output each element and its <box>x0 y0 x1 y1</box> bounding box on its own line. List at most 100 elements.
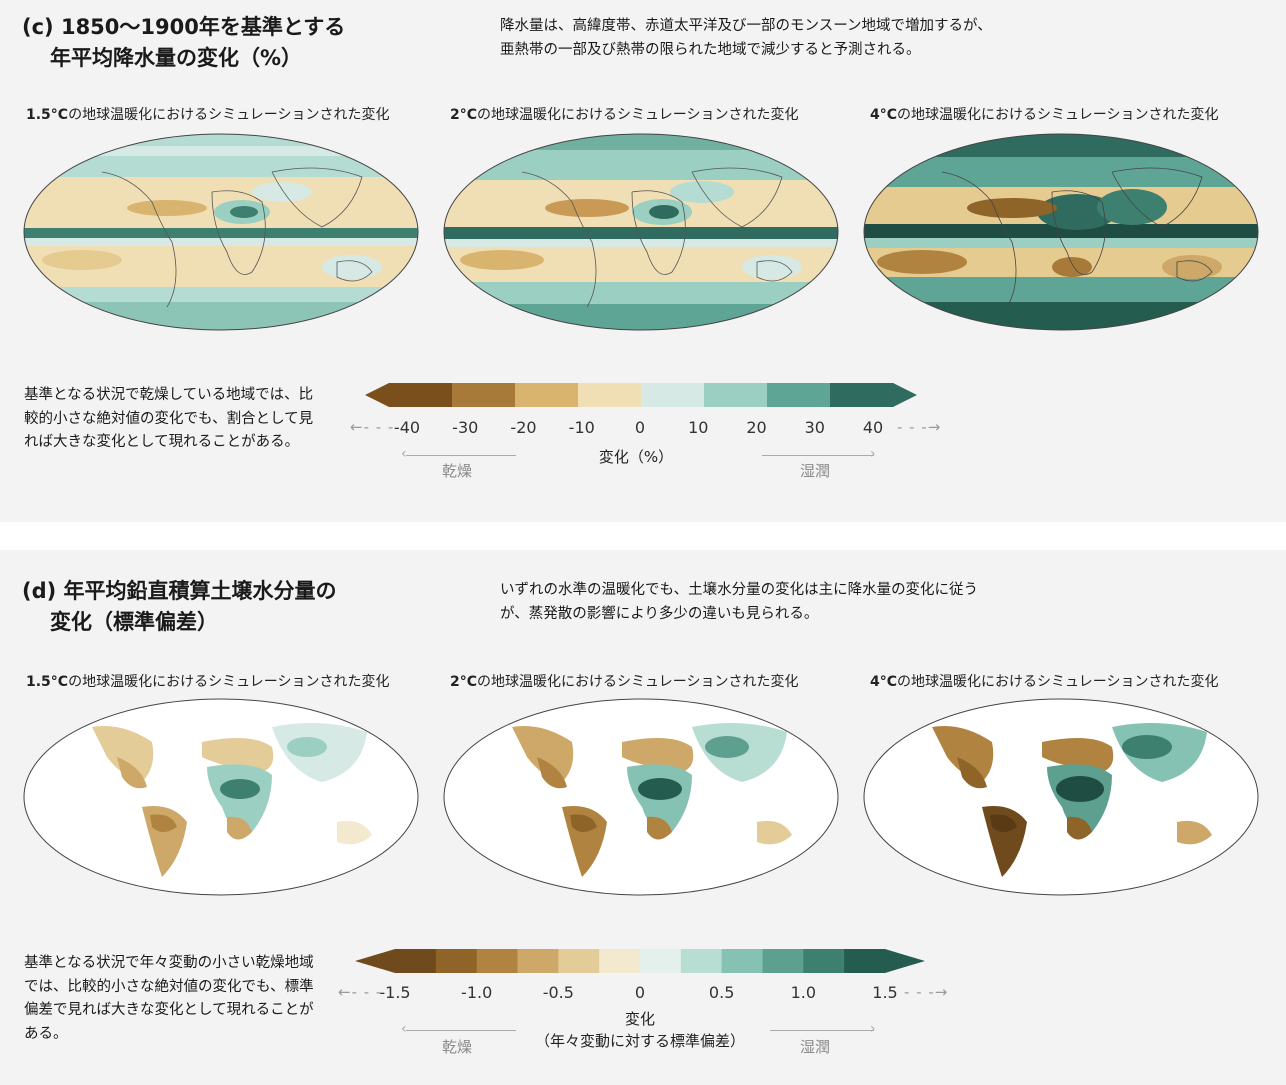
colorbar-tick-label: -20 <box>510 418 537 437</box>
caption-text: の地球温暖化におけるシミュレーションされた変化 <box>897 107 1219 123</box>
panel-c-title: (c) 1850〜1900年を基準とする 年平均降水量の変化（%） <box>22 12 345 74</box>
colorbar-segment <box>452 383 516 407</box>
colorbar-segment <box>558 949 600 973</box>
precip-map-2c <box>443 133 839 331</box>
dry-label: 乾燥 <box>442 1038 473 1056</box>
colorbar-tick-label: 1.5 <box>872 983 898 1002</box>
soil-moisture-map-1-5c <box>23 698 419 896</box>
wet-label: 湿潤 <box>800 462 831 480</box>
colorbar-segment <box>830 383 894 407</box>
colorbar-tick-label: 0.5 <box>708 983 735 1002</box>
caption-text: の地球温暖化におけるシミュレーションされた変化 <box>477 107 799 123</box>
map-caption-c-1: 1.5°Cの地球温暖化におけるシミュレーションされた変化 <box>26 104 390 124</box>
panel-d-title-line1: (d) 年平均鉛直積算土壌水分量の <box>22 579 337 603</box>
colorbar-tick-label: -40 <box>393 418 421 437</box>
dry-arrow-line <box>406 1030 516 1031</box>
level-label: 2°C <box>450 674 478 690</box>
wet-label: 湿潤 <box>800 1038 831 1056</box>
dry-arrow-line <box>406 455 516 456</box>
colorbar-segment <box>762 949 804 973</box>
caption-text: の地球温暖化におけるシミュレーションされた変化 <box>68 674 390 690</box>
panel-c-desc-line2: 亜熱帯の一部及び熱帯の限られた地域で減少すると予測される。 <box>500 42 921 58</box>
panel-d-title-line2: 変化（標準偏差） <box>50 610 218 634</box>
colorbar-right-extension <box>885 949 925 973</box>
dry-arrow-head: ‹ <box>401 446 407 462</box>
map-caption-c-2: 2°Cの地球温暖化におけるシミュレーションされた変化 <box>450 104 798 124</box>
colorbar-segment <box>721 949 763 973</box>
left-dashed-arrow: ←- - - <box>338 983 383 1001</box>
colorbar-tick-label: 30 <box>804 418 825 437</box>
colorbar-segment <box>844 949 886 973</box>
panel-c-title-line2: 年平均降水量の変化（%） <box>50 46 303 70</box>
caption-text: の地球温暖化におけるシミュレーションされた変化 <box>477 674 799 690</box>
colorbar-tick-label: -10 <box>568 418 595 437</box>
precip-colorbar-label: 変化（%） <box>598 448 674 466</box>
colorbar-label-line2: （年々変動に対する標準偏差） <box>534 1032 746 1050</box>
colorbar-segment <box>389 383 453 407</box>
colorbar-left-extension <box>365 383 389 407</box>
level-label: 1.5°C <box>26 674 69 690</box>
precip-map-4c <box>863 133 1259 331</box>
colorbar-tick-label: -30 <box>452 418 479 437</box>
panel-c-title-line1: (c) 1850〜1900年を基準とする <box>22 15 346 39</box>
map-caption-c-3: 4°Cの地球温暖化におけるシミュレーションされた変化 <box>870 104 1218 124</box>
colorbar-tick-label: 1.0 <box>790 983 817 1002</box>
colorbar-segment <box>599 949 641 973</box>
map-caption-d-3: 4°Cの地球温暖化におけるシミュレーションされた変化 <box>870 671 1218 691</box>
colorbar-segment <box>640 949 682 973</box>
colorbar-segment <box>515 383 579 407</box>
colorbar-segment <box>435 949 478 973</box>
precip-colorbar <box>365 383 917 407</box>
soil-moisture-colorbar-label: 変化 （年々変動に対する標準偏差） <box>535 1008 745 1052</box>
panel-d-desc-line2: が、蒸発散の影響により多少の違いも見られる。 <box>500 606 819 622</box>
colorbar-segment <box>578 383 642 407</box>
level-label: 4°C <box>870 107 898 123</box>
left-dashed-arrow: ←- - - <box>350 418 395 436</box>
panel-c-desc-line1: 降水量は、高緯度帯、赤道太平洋及び一部のモンスーン地域で増加するが、 <box>500 18 992 34</box>
panel-c-note: 基準となる状況で乾燥している地域では、比較的小さな絶対値の変化でも、割合として見… <box>24 387 314 450</box>
dry-arrow-head: ‹ <box>401 1021 407 1037</box>
colorbar-label-line1: 変化 <box>624 1010 656 1028</box>
soil-moisture-map-4c <box>863 698 1259 896</box>
caption-text: の地球温暖化におけるシミュレーションされた変化 <box>897 674 1219 690</box>
panel-d-note: 基準となる状況で年々変動の小さい乾燥地域では、比較的小さな絶対値の変化でも、標準… <box>24 955 314 1042</box>
colorbar-tick-label: 20 <box>746 418 767 437</box>
right-dashed-arrow: - - -→ <box>897 418 942 436</box>
panel-d-desc-line1: いずれの水準の温暖化でも、土壌水分量の変化は主に降水量の変化に従う <box>500 582 979 598</box>
colorbar-segment <box>476 949 518 973</box>
right-dashed-arrow: - - -→ <box>904 983 949 1001</box>
soil-moisture-map-2c <box>443 698 839 896</box>
colorbar-tick-label: 0 <box>634 983 646 1002</box>
colorbar-tick-label: 40 <box>862 418 884 437</box>
level-label: 4°C <box>870 674 898 690</box>
map-caption-d-2: 2°Cの地球温暖化におけるシミュレーションされた変化 <box>450 671 798 691</box>
colorbar-left-extension <box>355 949 395 973</box>
panel-c-description: 降水量は、高緯度帯、赤道太平洋及び一部のモンスーン地域で増加するが、 亜熱帯の一… <box>500 14 1140 62</box>
colorbar-right-extension <box>893 383 917 407</box>
level-label: 2°C <box>450 107 478 123</box>
colorbar-tick-label: 0 <box>634 418 646 437</box>
dry-label: 乾燥 <box>442 462 473 480</box>
panel-d-soil-moisture: (d) 年平均鉛直積算土壌水分量の 変化（標準偏差） いずれの水準の温暖化でも、… <box>0 550 1286 1085</box>
colorbar-tick-label: -0.5 <box>542 983 574 1002</box>
wet-arrow-line <box>770 1030 874 1031</box>
colorbar-segment <box>704 383 768 407</box>
wet-arrow-line <box>762 455 874 456</box>
colorbar-tick-label: -1.0 <box>461 983 493 1002</box>
map-caption-d-1: 1.5°Cの地球温暖化におけるシミュレーションされた変化 <box>26 671 390 691</box>
soil-moisture-colorbar <box>355 949 925 973</box>
panel-c-precipitation: (c) 1850〜1900年を基準とする 年平均降水量の変化（%） 降水量は、高… <box>0 0 1286 522</box>
colorbar-segment <box>803 949 845 973</box>
colorbar-segment <box>767 383 831 407</box>
wet-arrow-head: › <box>870 1021 876 1037</box>
precip-map-1-5c <box>23 133 419 331</box>
colorbar-tick-label: -1.5 <box>379 983 411 1002</box>
panel-d-title: (d) 年平均鉛直積算土壌水分量の 変化（標準偏差） <box>22 576 337 638</box>
colorbar-segment <box>641 383 705 407</box>
level-label: 1.5°C <box>26 107 69 123</box>
panel-d-description: いずれの水準の温暖化でも、土壌水分量の変化は主に降水量の変化に従う が、蒸発散の… <box>500 578 1140 626</box>
colorbar-segment <box>395 949 437 973</box>
colorbar-segment <box>680 949 723 973</box>
wet-arrow-head: › <box>870 446 876 462</box>
colorbar-segment <box>517 949 559 973</box>
